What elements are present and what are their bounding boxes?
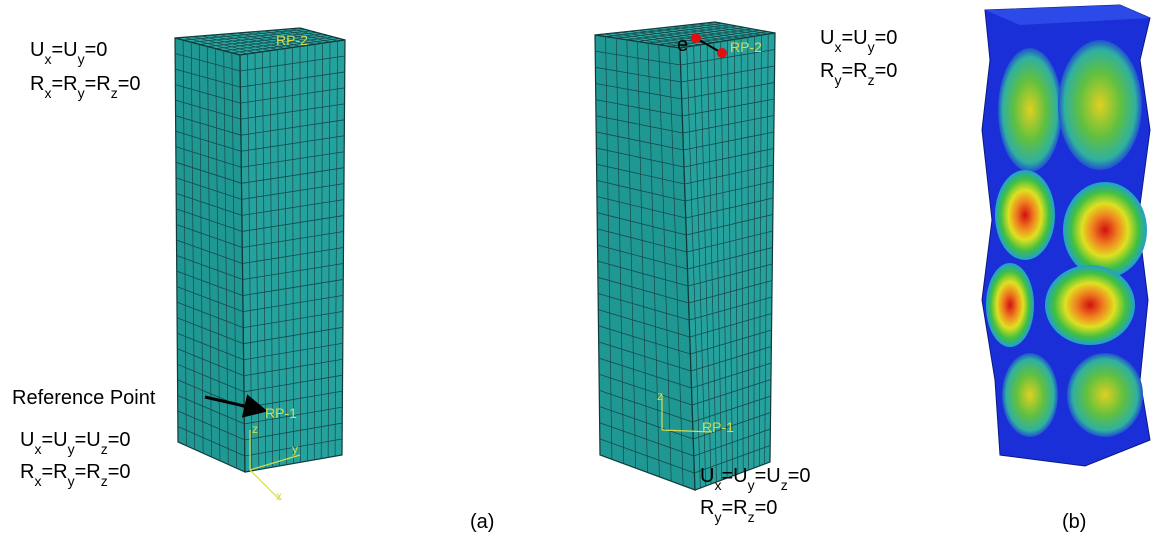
constraint: Rx=Ry=Rz=0 [20,461,131,489]
contour [1063,182,1147,278]
constraint-part: z [111,85,118,101]
constraint-part: y [714,509,721,525]
axis-label: x [276,489,282,503]
figure: zyxzRP-2RP-1RP-2RP-1eReference Point(a)(… [0,0,1160,537]
contour [998,48,1062,172]
constraint-part: =U [51,39,77,61]
constraint-part: z [868,72,875,88]
constraint-part: R [700,497,714,519]
constraint-part: U [30,39,44,61]
contour [1058,40,1142,170]
constraint-part: =U [841,27,867,49]
constraint-part: =0 [85,39,108,61]
constraint-part: R [20,461,34,483]
caption: (b) [1062,511,1086,533]
constraint-part: R [30,73,44,95]
load-point [691,33,701,43]
constraint-part: R [820,60,834,82]
constraint-part: =R [41,461,67,483]
constraint: Ry=Rz=0 [820,60,897,88]
deformed-model [982,5,1150,466]
mesh-face [595,35,695,490]
eccentricity-label: e [677,34,688,56]
constraint-part: z [101,473,108,489]
constraint-part: U [700,465,714,487]
constraint-part: z [748,509,755,525]
constraint-part: x [44,85,51,101]
constraint: Ux=Uy=Uz=0 [20,429,131,457]
constraint-part: =0 [108,429,131,451]
axis-label: y [292,442,298,456]
constraint-part: =U [755,465,781,487]
constraint-part: =0 [755,497,778,519]
constraint-part: y [748,477,755,493]
constraint-part: x [34,441,41,457]
contour [1045,265,1135,345]
constraint-part: =R [721,497,747,519]
constraint-part: =0 [875,60,898,82]
constraint-part: x [44,51,51,67]
constraint-part: z [101,441,108,457]
constraint-part: y [78,85,85,101]
contour [995,170,1055,260]
constraint-part: x [714,477,721,493]
reference-point-label: Reference Point [12,387,156,409]
constraint-part: U [20,429,34,451]
constraint-part: =0 [118,73,141,95]
contour [1067,353,1143,437]
contour [986,263,1034,347]
constraint-part: y [68,473,75,489]
constraint-part: =U [41,429,67,451]
load-point [717,48,727,58]
contour [1002,353,1058,437]
constraint-part: =U [721,465,747,487]
rp-label: RP-2 [276,32,308,48]
axis-label: z [252,422,258,436]
constraint-part: x [834,39,841,55]
rp-label: RP-1 [265,405,297,421]
constraint-part: y [834,72,841,88]
constraint-part: z [781,477,788,493]
constraint-part: x [34,473,41,489]
rp-label: RP-2 [730,39,762,55]
constraint-part: =0 [108,461,131,483]
constraint-part: U [820,27,834,49]
constraint-part: y [868,39,875,55]
constraint-part: y [68,441,75,457]
constraint: Ux=Uy=0 [820,27,897,55]
caption: (a) [470,511,494,533]
constraint-part: =U [75,429,101,451]
constraint-part: =R [85,73,111,95]
constraint: Rx=Ry=Rz=0 [30,73,141,101]
constraint-part: =0 [788,465,811,487]
rp-label: RP-1 [702,419,734,435]
constraint: Ux=Uy=0 [30,39,107,67]
constraint-part: =R [51,73,77,95]
constraint: Ry=Rz=0 [700,497,777,525]
axis-label: z [657,389,663,403]
constraint-part: =0 [875,27,898,49]
constraint-part: =R [75,461,101,483]
constraint-part: =R [841,60,867,82]
constraint-part: y [78,51,85,67]
